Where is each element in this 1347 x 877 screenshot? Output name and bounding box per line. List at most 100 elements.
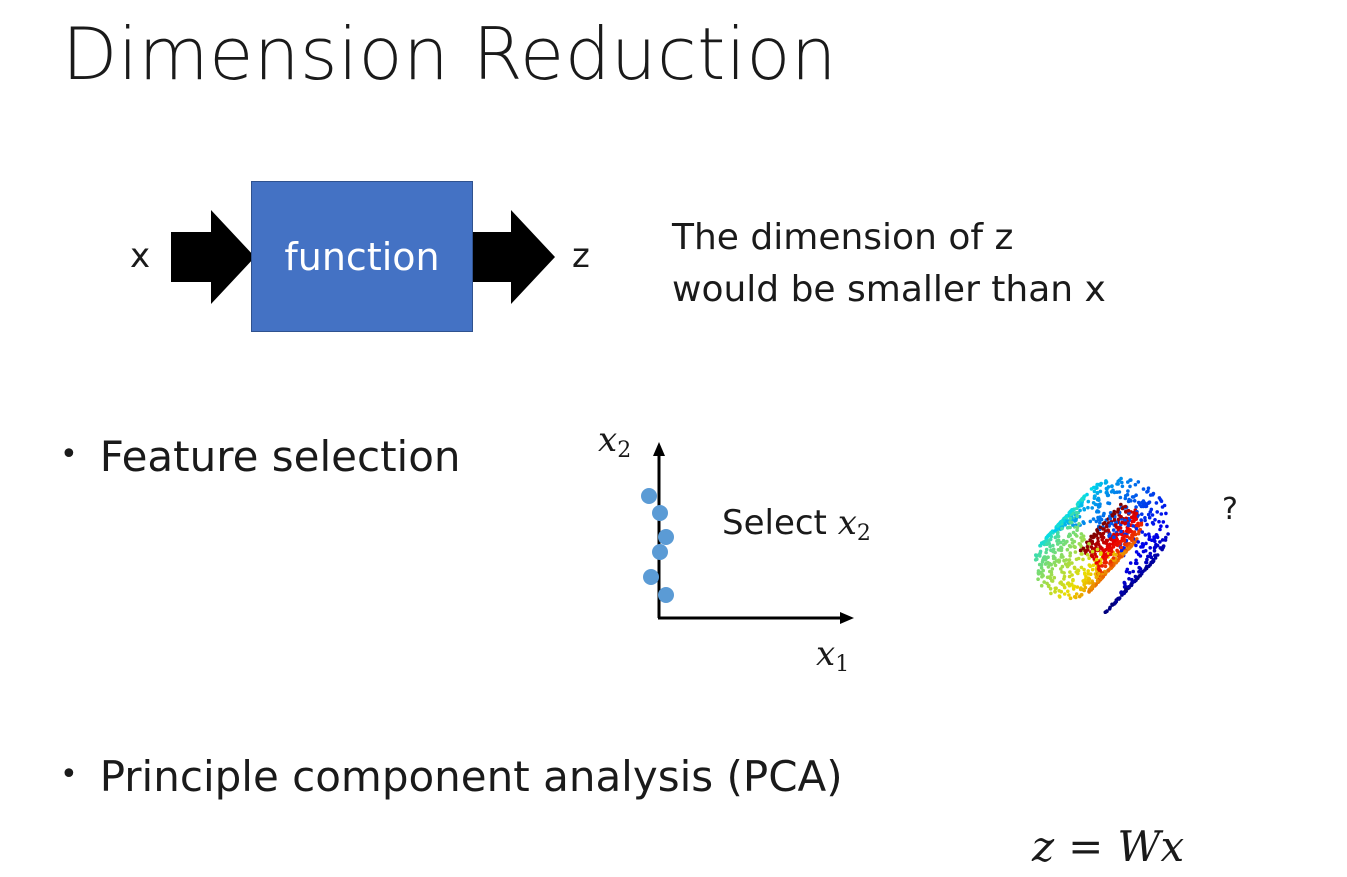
swiss-roll-point bbox=[1047, 562, 1052, 567]
swiss-roll-point bbox=[1053, 535, 1058, 540]
swiss-roll-point bbox=[1120, 506, 1125, 511]
swiss-roll-point bbox=[1104, 541, 1109, 545]
swiss-roll-point bbox=[1059, 567, 1063, 571]
swiss-roll-point bbox=[1079, 552, 1084, 556]
swiss-roll-point bbox=[1068, 533, 1072, 538]
swiss-roll-point bbox=[1116, 507, 1121, 512]
swiss-roll-point bbox=[1093, 533, 1098, 538]
swiss-roll-point bbox=[1050, 579, 1055, 583]
swiss-roll-point bbox=[1059, 553, 1064, 557]
swiss-roll-point bbox=[1160, 538, 1165, 542]
swiss-roll-point bbox=[1078, 508, 1082, 513]
x-axis bbox=[658, 612, 854, 624]
output-label-z: z bbox=[572, 236, 590, 276]
swiss-roll-point bbox=[1106, 528, 1110, 532]
swiss-roll-point bbox=[1136, 552, 1141, 557]
swiss-roll-point bbox=[1139, 545, 1143, 549]
bullet-dot-icon: • bbox=[60, 757, 78, 792]
swiss-roll-point bbox=[1143, 533, 1148, 537]
swiss-roll-point bbox=[1090, 549, 1095, 554]
swiss-roll-point bbox=[1065, 547, 1070, 552]
swiss-roll-point bbox=[1058, 595, 1062, 599]
swiss-roll-point bbox=[1052, 575, 1057, 580]
swiss-roll-point bbox=[1105, 493, 1110, 498]
swiss-roll-point bbox=[1128, 484, 1132, 489]
swiss-roll-point bbox=[1164, 511, 1168, 516]
swiss-roll-point bbox=[1102, 511, 1106, 516]
swiss-roll-point bbox=[1143, 568, 1147, 572]
swiss-roll-point bbox=[1044, 547, 1049, 552]
swiss-roll-point bbox=[1067, 558, 1072, 562]
swiss-roll-point bbox=[1132, 510, 1136, 515]
swiss-roll-point bbox=[1079, 532, 1084, 536]
swiss-roll-point bbox=[1148, 546, 1152, 550]
swiss-roll-point bbox=[1099, 534, 1104, 539]
swiss-roll-point bbox=[1104, 486, 1109, 491]
swiss-roll-point bbox=[1049, 548, 1053, 553]
swiss-roll-point bbox=[1116, 550, 1120, 554]
swiss-roll-point bbox=[1091, 584, 1096, 588]
bullet-feature-selection: • Feature selection bbox=[60, 432, 461, 481]
swiss-roll-point bbox=[1158, 527, 1162, 532]
swiss-roll-point bbox=[1126, 508, 1131, 513]
swiss-roll-point bbox=[1086, 569, 1090, 573]
swiss-roll-point bbox=[1095, 510, 1099, 514]
swiss-roll-point bbox=[1082, 521, 1086, 526]
swiss-roll-point bbox=[1147, 500, 1152, 504]
swiss-roll-point bbox=[1154, 501, 1159, 505]
swiss-roll-point bbox=[1147, 515, 1152, 520]
swiss-roll-point bbox=[1078, 587, 1083, 592]
swiss-roll-point bbox=[1096, 515, 1100, 520]
x-axis-sub: 1 bbox=[835, 652, 850, 677]
swiss-roll-point bbox=[1137, 529, 1141, 533]
swiss-roll-point bbox=[1104, 609, 1109, 614]
swiss-roll-point bbox=[1071, 523, 1075, 527]
swiss-roll-point bbox=[1146, 486, 1151, 490]
dimension-description: The dimension of z would be smaller than… bbox=[672, 212, 1106, 316]
data-point bbox=[643, 569, 659, 585]
swiss-roll-point bbox=[1085, 553, 1090, 557]
swiss-roll-point bbox=[1086, 578, 1091, 583]
swiss-roll-point bbox=[1159, 524, 1163, 528]
swiss-roll-point bbox=[1140, 512, 1144, 516]
swiss-roll-point bbox=[1120, 552, 1125, 556]
swiss-roll-point bbox=[1093, 552, 1097, 556]
swiss-roll-point bbox=[1077, 522, 1081, 526]
swiss-roll-point bbox=[1075, 528, 1079, 532]
swiss-roll-point bbox=[1076, 556, 1081, 561]
swiss-roll-point bbox=[1034, 553, 1038, 557]
swiss-roll-point bbox=[1095, 497, 1100, 502]
swiss-roll-point bbox=[1046, 555, 1050, 559]
input-arrow-icon bbox=[171, 210, 255, 304]
swiss-roll-point bbox=[1140, 530, 1145, 534]
swiss-roll-point bbox=[1040, 560, 1045, 564]
swiss-roll-point bbox=[1041, 568, 1045, 573]
swiss-roll-point bbox=[1143, 549, 1148, 553]
swiss-roll-point bbox=[1062, 592, 1067, 596]
swiss-roll-point bbox=[1065, 563, 1070, 568]
swiss-roll-point bbox=[1125, 492, 1130, 497]
swiss-roll-point bbox=[1094, 555, 1099, 559]
swiss-roll-point bbox=[1044, 550, 1048, 555]
swiss-roll-point bbox=[1093, 572, 1098, 576]
swiss-roll-point bbox=[1143, 516, 1147, 520]
description-line-2: would be smaller than x bbox=[672, 269, 1106, 310]
swiss-roll-point bbox=[1067, 525, 1072, 530]
swiss-roll-point bbox=[1114, 560, 1118, 565]
swiss-roll-point bbox=[1046, 534, 1050, 538]
slide-title: Dimension Reduction bbox=[62, 12, 838, 96]
swiss-roll-point bbox=[1150, 520, 1155, 525]
swiss-roll-point bbox=[1051, 543, 1055, 548]
x-axis-label: x1 bbox=[816, 634, 849, 677]
swiss-roll-point bbox=[1068, 596, 1073, 600]
swiss-roll-point bbox=[1081, 546, 1086, 551]
swiss-roll-point bbox=[1115, 510, 1120, 514]
swiss-roll-point bbox=[1139, 504, 1144, 509]
swiss-roll-point bbox=[1152, 549, 1157, 553]
swiss-roll-point bbox=[1053, 590, 1057, 594]
swiss-roll-point bbox=[1161, 544, 1166, 548]
swiss-roll-point bbox=[1150, 513, 1155, 517]
swiss-roll-point bbox=[1110, 484, 1114, 489]
swiss-roll-point bbox=[1136, 480, 1141, 484]
swiss-roll-point bbox=[1108, 559, 1113, 564]
